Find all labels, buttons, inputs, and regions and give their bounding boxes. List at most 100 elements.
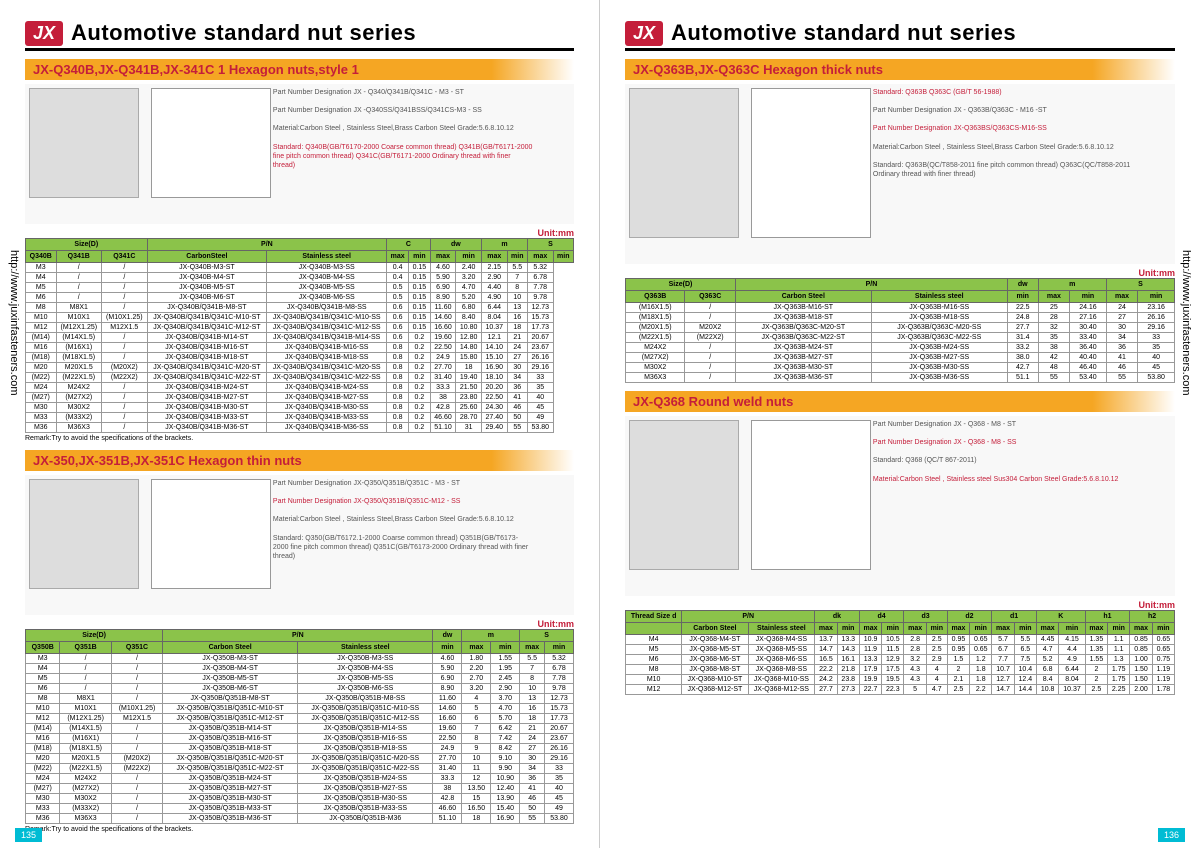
table-cell: 4.3 — [904, 665, 927, 675]
table-cell: 23.80 — [456, 393, 482, 403]
table-cell: 9.78 — [545, 684, 574, 694]
table-row: M24X2/JX-Q363B-M24-STJX-Q363B-M24-SS33.2… — [626, 343, 1175, 353]
table-cell: 14.60 — [430, 313, 456, 323]
standard-note-2: Standard: Q350(GB/T6172.1-2000 Coarse co… — [273, 534, 533, 561]
table-header: min — [545, 642, 574, 654]
table-cell: / — [111, 734, 162, 744]
table-cell: 1.8 — [970, 675, 992, 685]
table-cell: M24 — [26, 383, 57, 393]
table-cell: JX-Q350B/Q351B-M24-ST — [163, 774, 298, 784]
part-num-designation-4: Part Number Designation JX-Q350/Q351B/Q3… — [273, 497, 533, 506]
table-header: Carbon Steel — [682, 623, 748, 635]
table-cell: / — [102, 303, 148, 313]
table-cell: JX-Q350B-M5-SS — [298, 674, 433, 684]
table-header: Q351B — [60, 642, 111, 654]
table-cell: JX-Q340B/Q341B-M8-ST — [147, 303, 267, 313]
table-cell: / — [111, 794, 162, 804]
table-row: M5//JX-Q340B-M5-STJX-Q340B-M5-SS0.50.156… — [26, 283, 574, 293]
table-cell: (M20X1.5) — [626, 323, 685, 333]
table-cell: JX-Q363B-M18-ST — [736, 313, 872, 323]
table-cell: 27.70 — [433, 754, 462, 764]
table-cell: 0.5 — [387, 293, 409, 303]
table-cell: 2.70 — [462, 674, 491, 684]
table-cell: 33.3 — [433, 774, 462, 784]
table-header: max — [859, 623, 882, 635]
table-cell: 2 — [1085, 665, 1108, 675]
table-cell: 8.04 — [481, 313, 507, 323]
table-cell: 29.40 — [481, 423, 507, 433]
technical-drawing-4 — [751, 420, 871, 570]
table-cell: / — [685, 363, 736, 373]
table-cell: 35 — [545, 774, 574, 784]
table-cell: 33 — [527, 373, 553, 383]
table-header: min — [507, 251, 527, 263]
table-cell: 28.70 — [456, 413, 482, 423]
product-photo-1 — [29, 88, 139, 198]
table-cell: 53.80 — [527, 423, 553, 433]
table-row: M16(M16X1)/JX-Q350B/Q351B-M16-STJX-Q350B… — [26, 734, 574, 744]
table-row: M8M8X1/JX-Q350B/Q351B-M8-STJX-Q350B/Q351… — [26, 694, 574, 704]
table-cell: 42.8 — [433, 794, 462, 804]
table-cell: JX-Q340B/Q341B-M27-SS — [267, 393, 387, 403]
table-row: M33(M33X2)/JX-Q340B/Q341B-M33-STJX-Q340B… — [26, 413, 574, 423]
table-cell: 15.10 — [481, 353, 507, 363]
table-cell: 18.10 — [481, 373, 507, 383]
table-row: M6//JX-Q350B-M6-STJX-Q350B-M6-SS8.903.20… — [26, 684, 574, 694]
product-photo-3 — [629, 88, 739, 238]
unit-label-3: Unit:mm — [625, 268, 1175, 278]
table-cell: 29.16 — [527, 363, 553, 373]
table-cell: 40 — [527, 393, 553, 403]
technical-drawing-3 — [751, 88, 871, 238]
table-cell: 31 — [456, 423, 482, 433]
table-cell: 8.40 — [456, 313, 482, 323]
table-cell: 22.50 — [430, 343, 456, 353]
table-cell: 26.16 — [545, 744, 574, 754]
table-header: Stainless steel — [267, 251, 387, 263]
table-cell: 2.25 — [1108, 685, 1130, 695]
table-cell: 33.3 — [430, 383, 456, 393]
table-cell: 6 — [462, 714, 491, 724]
table-cell: 16.5 — [815, 655, 838, 665]
table-cell: 5.5 — [507, 263, 527, 273]
table-cell: 5.20 — [456, 293, 482, 303]
table-cell: 21.50 — [456, 383, 482, 393]
table-row: M8M8X1/JX-Q340B/Q341B-M8-STJX-Q340B/Q341… — [26, 303, 574, 313]
table-cell: 34 — [520, 764, 545, 774]
table-cell: / — [60, 674, 111, 684]
table-header: min — [837, 623, 859, 635]
table-cell: (M33X2) — [60, 804, 111, 814]
table-cell: 1.00 — [1130, 655, 1153, 665]
website-url-r: http://www.juxinfasteners.com — [1180, 250, 1192, 396]
catalog-page-right: http://www.juxinfasteners.com JX Automot… — [600, 0, 1200, 848]
table-cell: 0.6 — [387, 313, 409, 323]
table-cell: JX-Q350B/Q351B-M8-SS — [298, 694, 433, 704]
table-cell: JX-Q350B/Q351B-M14-SS — [298, 724, 433, 734]
table-cell: 8 — [462, 734, 491, 744]
table-cell: 24.2 — [815, 675, 838, 685]
table-cell: 10.5 — [882, 635, 904, 645]
table-cell: 2.90 — [491, 684, 520, 694]
table-row: (M27)(M27X2)/JX-Q350B/Q351B-M27-STJX-Q35… — [26, 784, 574, 794]
table-cell: 19.5 — [882, 675, 904, 685]
table-cell: 2.90 — [481, 273, 507, 283]
table-cell: 25.60 — [456, 403, 482, 413]
table-header: max — [1036, 623, 1059, 635]
table-cell: 22.7 — [859, 685, 882, 695]
table-cell: 33.2 — [1007, 343, 1038, 353]
table-cell: 0.6 — [387, 323, 409, 333]
table-cell: 4.60 — [430, 263, 456, 273]
table-cell: M24X2 — [60, 774, 111, 784]
table-cell: 36 — [1106, 343, 1137, 353]
table-header: Carbon Steel — [163, 642, 298, 654]
table-cell: / — [102, 383, 148, 393]
table-cell: (M27X2) — [626, 353, 685, 363]
table-cell: (M33X2) — [56, 413, 102, 423]
table-cell: JX-Q340B/Q341B/Q341C-M12-ST — [147, 323, 267, 333]
table-row: (M20X1.5)M20X2JX-Q363B/Q363C-M20-STJX-Q3… — [626, 323, 1175, 333]
table-cell: 0.8 — [387, 413, 409, 423]
table-cell: 4.70 — [456, 283, 482, 293]
part-num-designation-3: Part Number Designation JX-Q350/Q351B/Q3… — [273, 479, 533, 488]
table-cell: 42 — [1038, 353, 1069, 363]
table-cell: 48 — [1038, 363, 1069, 373]
table-header-group: d4 — [859, 611, 904, 623]
